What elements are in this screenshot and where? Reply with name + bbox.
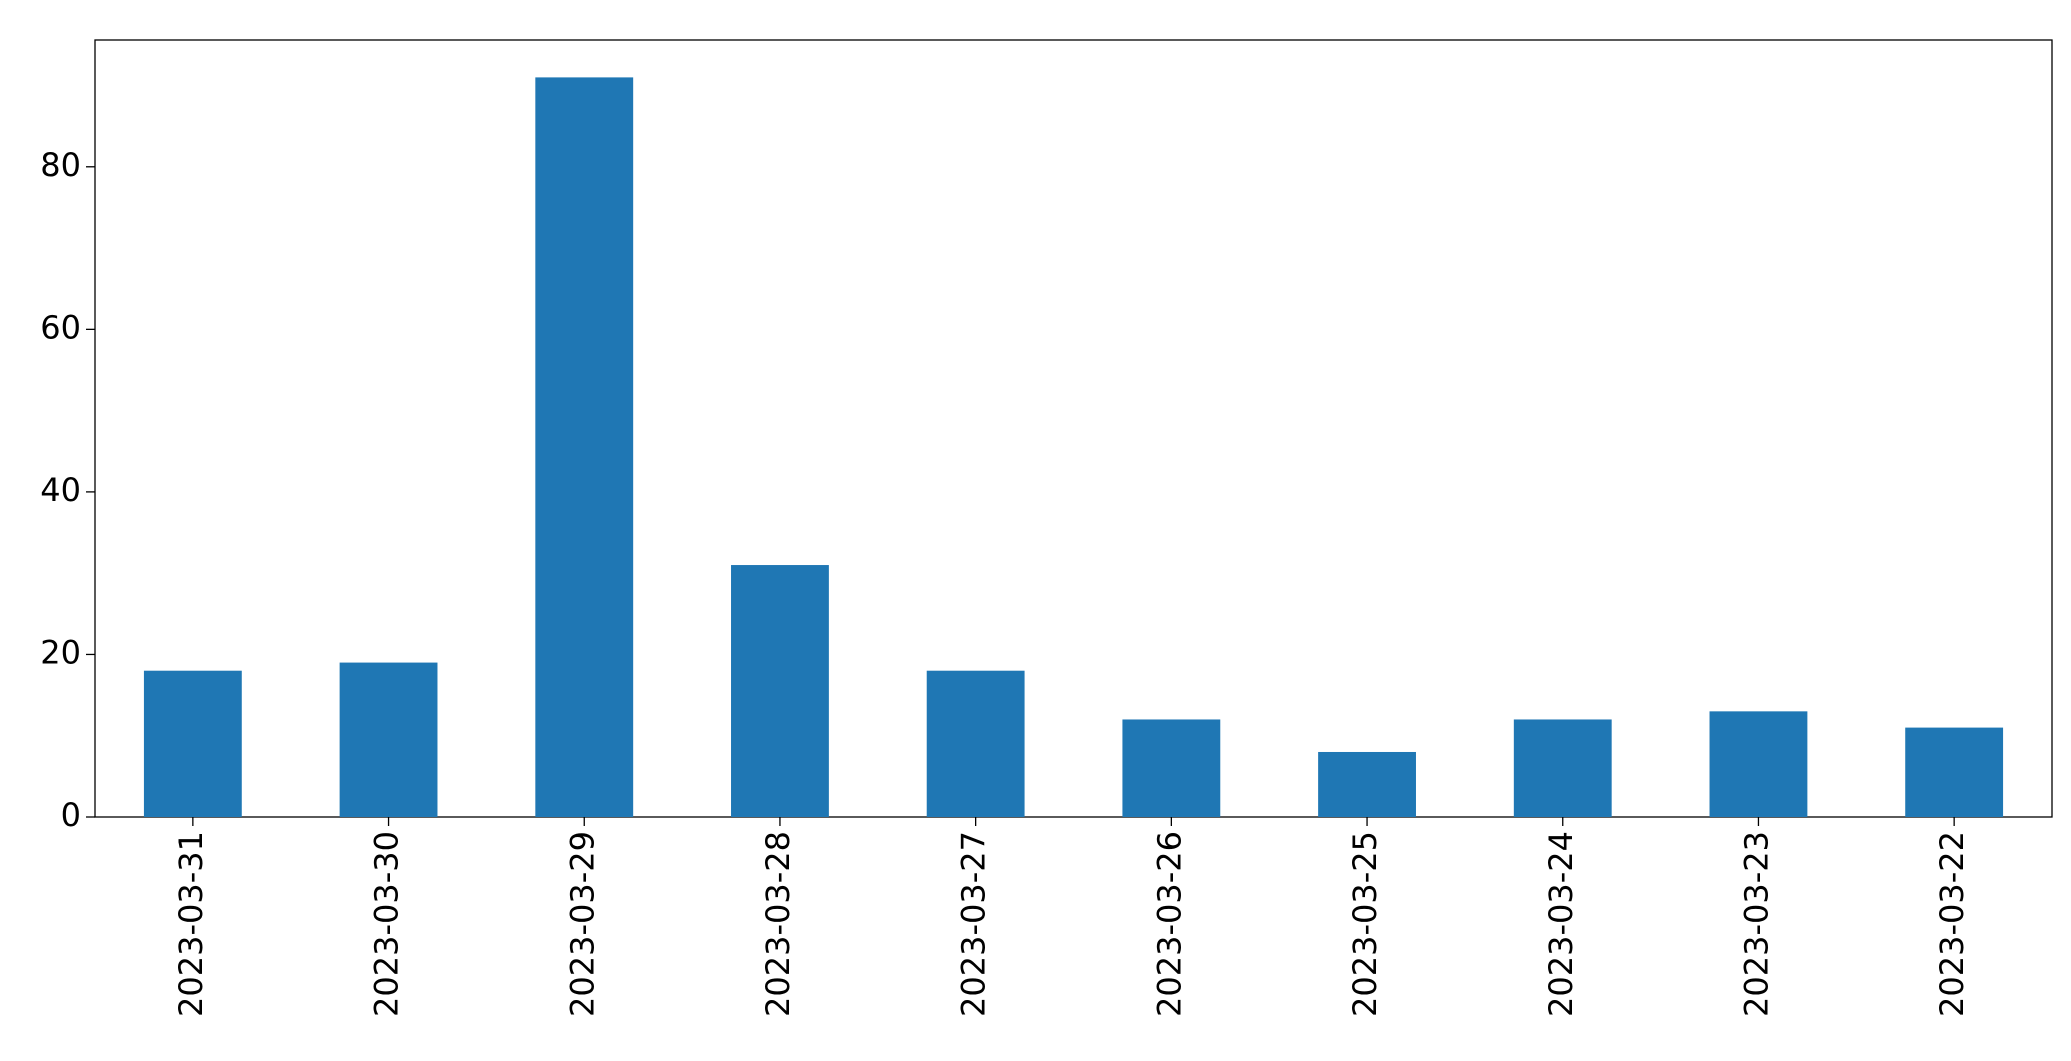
y-tick-label: 80 (40, 146, 81, 184)
x-tick-label: 2023-03-25 (1346, 831, 1384, 1017)
x-tick-label: 2023-03-29 (563, 831, 601, 1017)
x-tick-label: 2023-03-28 (759, 831, 797, 1017)
x-tick-label: 2023-03-27 (955, 831, 993, 1017)
bar (1318, 751, 1416, 817)
x-tick-label: 2023-03-26 (1150, 831, 1188, 1017)
bar (1709, 711, 1808, 817)
bar (535, 77, 634, 818)
x-tick-label: 2023-03-23 (1737, 831, 1775, 1017)
bar (143, 670, 242, 817)
bar (339, 662, 438, 817)
y-tick-label: 20 (40, 633, 81, 671)
bar (731, 565, 829, 817)
bar (1905, 727, 2004, 817)
bar (926, 670, 1025, 817)
plot-frame (94, 39, 2053, 818)
x-tick-label: 2023-03-24 (1542, 831, 1580, 1017)
y-tick-label: 0 (61, 796, 81, 834)
x-tick-label: 2023-03-30 (368, 831, 406, 1017)
bar (1513, 719, 1612, 817)
bar (1122, 719, 1221, 817)
y-tick-label: 60 (40, 308, 81, 346)
y-tick-label: 40 (40, 471, 81, 509)
x-tick-label: 2023-03-31 (172, 831, 210, 1017)
x-tick-label: 2023-03-22 (1933, 831, 1971, 1017)
